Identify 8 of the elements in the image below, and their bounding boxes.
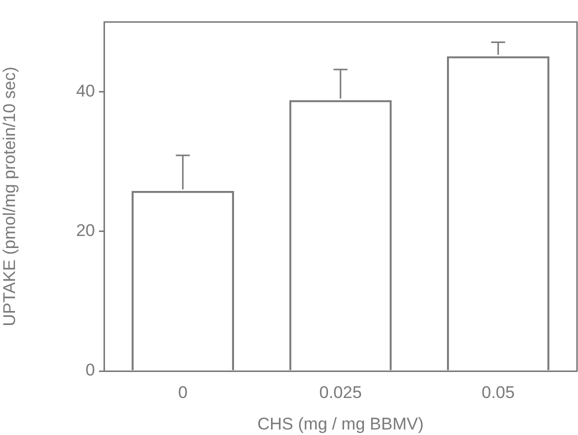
y-tick-label: 20 [76,221,95,240]
y-tick-label: 40 [76,81,95,100]
x-axis-title: CHS (mg / mg BBMV) [257,414,424,434]
x-tick-label: 0.05 [482,382,515,402]
y-axis-title: UPTAKE (pmol/mg protein/10 sec) [0,66,19,326]
x-tick-label: 0.025 [319,382,362,402]
y-tick-label: 0 [86,360,95,380]
x-tick-label: 0 [178,382,188,402]
